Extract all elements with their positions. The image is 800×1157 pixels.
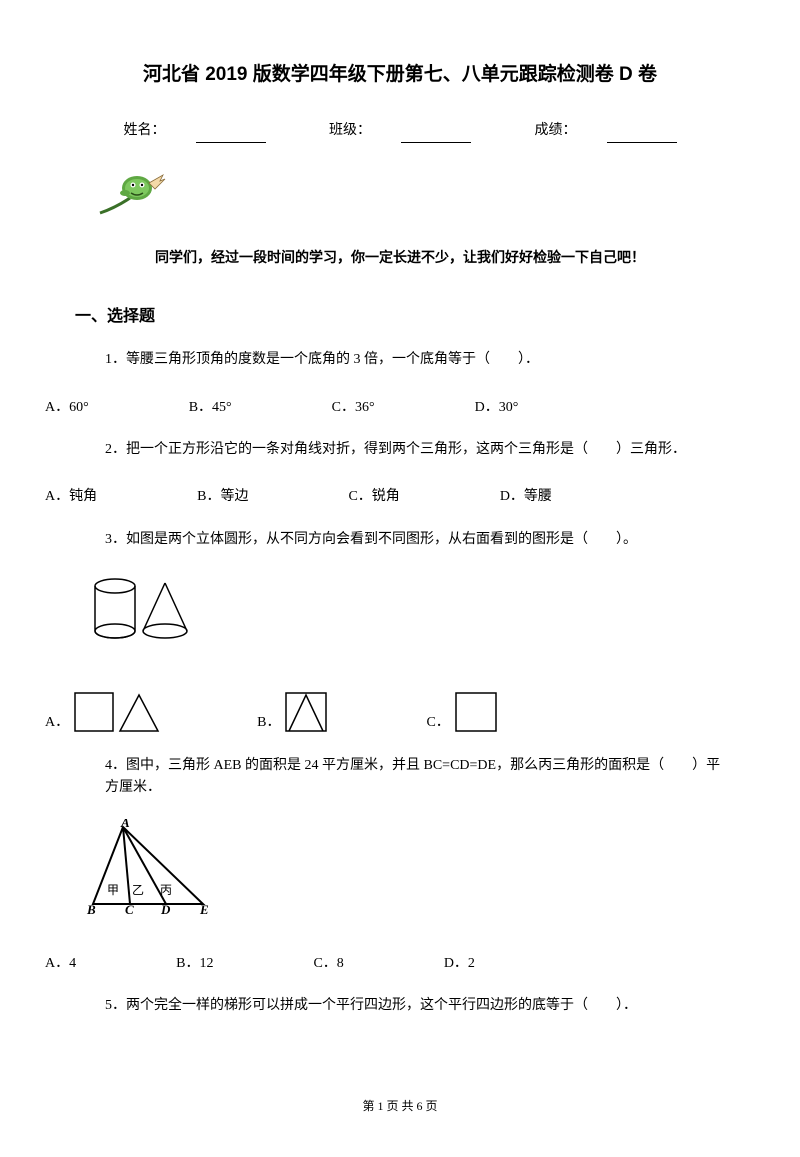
q2-opt-d: D．等腰 (500, 486, 552, 508)
q3-text: 3．如图是两个立体圆形，从不同方向会看到不同图形，从右面看到的图形是（ ）。 (105, 529, 725, 551)
q1-options: A．60° B．45° C．36° D．30° (45, 397, 725, 419)
q4-options: A．4 B．12 C．8 D．2 (45, 953, 725, 975)
q5-text: 5．两个完全一样的梯形可以拼成一个平行四边形，这个平行四边形的底等于（ ）． (105, 995, 725, 1017)
question-3: 3．如图是两个立体圆形，从不同方向会看到不同图形，从右面看到的图形是（ ）。 (75, 529, 725, 660)
class-label: 班级： (314, 123, 486, 138)
svg-text:甲: 甲 (107, 883, 119, 897)
score-label: 成绩： (520, 123, 692, 138)
question-2: 2．把一个正方形沿它的一条对角线对折，得到两个三角形，这两个三角形是（ ）三角形… (75, 439, 725, 461)
q4-opt-a: A．4 (45, 953, 76, 975)
exam-title: 河北省 2019 版数学四年级下册第七、八单元跟踪检测卷 D 卷 (75, 60, 725, 90)
q4-triangle-icon: A B C D E 甲 乙 丙 (85, 819, 725, 927)
q4-opt-d: D．2 (444, 953, 475, 975)
pencil-mascot-icon (95, 163, 725, 226)
q1-text: 1．等腰三角形顶角的度数是一个底角的 3 倍，一个底角等于（ ）． (105, 349, 725, 371)
q3-opt-b: B． (257, 690, 331, 735)
q3-3d-shapes-icon (85, 571, 725, 659)
q1-opt-d: D．30° (475, 397, 519, 419)
q2-opt-b: B．等边 (197, 486, 248, 508)
svg-text:乙: 乙 (132, 883, 144, 897)
question-4: 4．图中，三角形 AEB 的面积是 24 平方厘米，并且 BC=CD=DE，那么… (75, 755, 725, 928)
section-choice: 一、选择题 (75, 304, 725, 330)
q3-options: A． B． C． (45, 690, 725, 735)
q3-opt-c: C． (426, 690, 500, 735)
q4-opt-b: B．12 (176, 953, 213, 975)
q2-options: A．钝角 B．等边 C．锐角 D．等腰 (45, 486, 725, 508)
name-label: 姓名： (109, 123, 281, 138)
q3-opt-a: A． (45, 690, 162, 735)
intro-text: 同学们，经过一段时间的学习，你一定长进不少，让我们好好检验一下自己吧！ (75, 246, 725, 268)
svg-text:B: B (86, 902, 96, 917)
page-footer: 第 1 页 共 6 页 (75, 1097, 725, 1116)
student-info: 姓名： 班级： 成绩： (75, 120, 725, 142)
q2-text: 2．把一个正方形沿它的一条对角线对折，得到两个三角形，这两个三角形是（ ）三角形… (105, 439, 725, 461)
q1-opt-c: C．36° (332, 397, 375, 419)
svg-text:丙: 丙 (160, 883, 172, 897)
q4-opt-c: C．8 (313, 953, 343, 975)
q2-opt-a: A．钝角 (45, 486, 97, 508)
svg-text:C: C (125, 902, 134, 917)
svg-text:D: D (160, 902, 171, 917)
q2-opt-c: C．锐角 (348, 486, 399, 508)
question-1: 1．等腰三角形顶角的度数是一个底角的 3 倍，一个底角等于（ ）． (75, 349, 725, 371)
q1-opt-b: B．45° (189, 397, 232, 419)
q1-opt-a: A．60° (45, 397, 89, 419)
svg-text:E: E (199, 902, 209, 917)
q4-text: 4．图中，三角形 AEB 的面积是 24 平方厘米，并且 BC=CD=DE，那么… (105, 755, 725, 800)
question-5: 5．两个完全一样的梯形可以拼成一个平行四边形，这个平行四边形的底等于（ ）． (75, 995, 725, 1017)
svg-text:A: A (120, 819, 130, 830)
